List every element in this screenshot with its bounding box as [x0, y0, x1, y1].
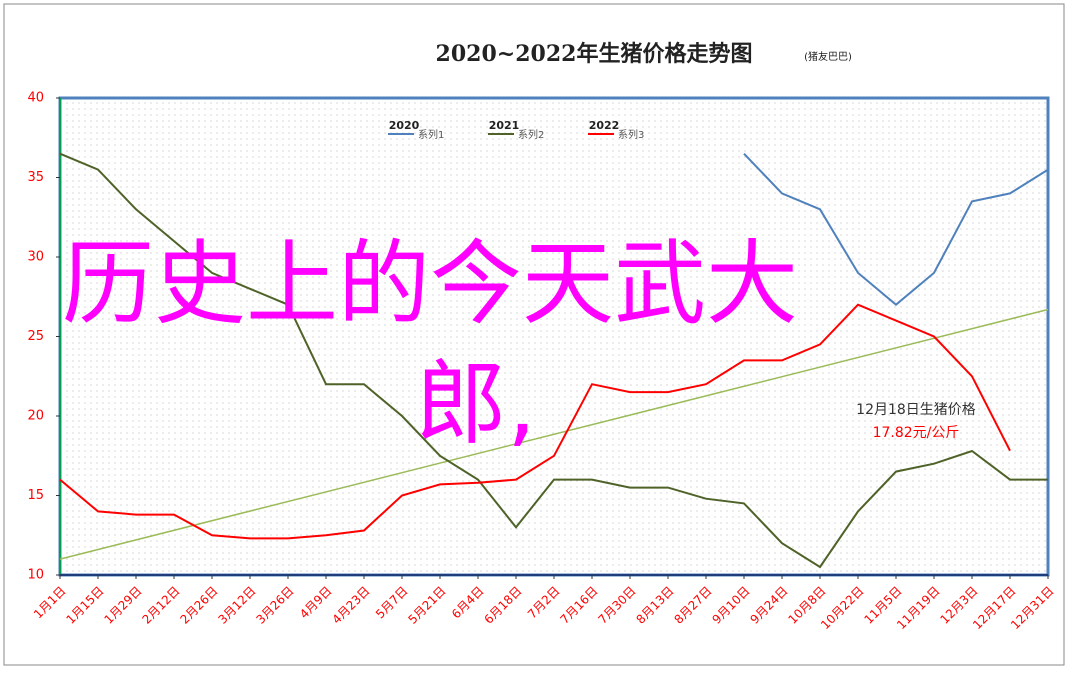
annotation-value: 17.82元/公斤: [873, 425, 960, 441]
y-tick-label: 35: [27, 170, 44, 185]
overlay-text: 历史上的今天武大: [62, 230, 798, 337]
legend-name: 2021: [489, 119, 520, 132]
legend-label: 系列2: [518, 128, 544, 141]
overlay-text: 郎,: [415, 350, 536, 457]
trendline: [59, 308, 1049, 560]
legend-label: 系列3: [618, 128, 644, 141]
chart-title: 2020~2022年生猪价格走势图: [436, 41, 753, 67]
plot-area: [58, 96, 1050, 577]
y-tick-label: 25: [27, 329, 44, 344]
legend-name: 2020: [389, 119, 420, 132]
series-line: [59, 303, 1011, 540]
y-tick-label: 10: [27, 568, 44, 583]
legend-name: 2022: [589, 119, 620, 132]
annotation-title: 12月18日生猪价格: [856, 402, 976, 418]
y-tick-label: 20: [27, 409, 44, 424]
legend-label: 系列1: [418, 128, 444, 141]
chart-subtitle: (猪友巴巴): [804, 50, 852, 63]
series-line: [743, 153, 1049, 307]
y-tick-label: 30: [27, 250, 44, 265]
y-tick-label: 15: [27, 488, 44, 503]
y-tick-label: 40: [27, 91, 44, 106]
series-line: [59, 152, 1048, 569]
